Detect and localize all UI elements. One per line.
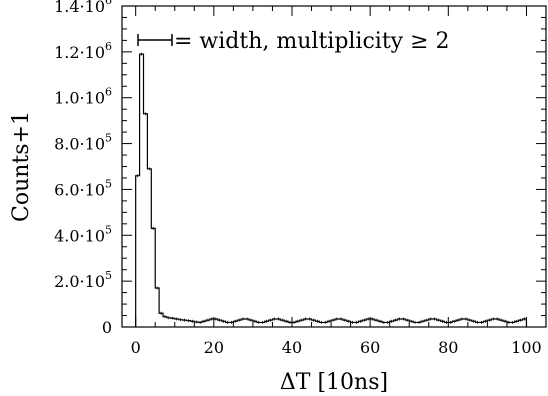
histogram-line bbox=[135, 53, 528, 327]
y-tick-label: 1.0·106 bbox=[54, 86, 112, 108]
x-tick-label: 60 bbox=[360, 338, 380, 357]
plot-frame bbox=[121, 5, 547, 328]
y-axis-label: Counts+1 bbox=[9, 111, 34, 222]
y-tick-label: 0 bbox=[102, 318, 112, 337]
x-tick-label: 20 bbox=[204, 338, 224, 357]
legend-errorbar-icon bbox=[137, 34, 173, 46]
x-axis-ticks: 0 20 40 60 80 100 bbox=[131, 6, 547, 357]
y-tick-label: 1.2·106 bbox=[54, 40, 112, 62]
x-axis-label: ΔT [10ns] bbox=[280, 370, 388, 395]
y-tick-label: 1.4·106 bbox=[54, 0, 112, 16]
plot-area-border bbox=[121, 5, 547, 328]
x-tick-label: 100 bbox=[511, 338, 542, 357]
x-tick-label: 80 bbox=[438, 338, 458, 357]
y-tick-label: 6.0·105 bbox=[54, 177, 112, 199]
y-tick-label: 2.0·105 bbox=[54, 269, 112, 291]
legend-text: = width, multiplicity ≥ 2 bbox=[174, 29, 450, 54]
histogram-layer bbox=[135, 52, 528, 327]
y-tick-label: 8.0·105 bbox=[54, 132, 112, 154]
x-tick-label: 40 bbox=[282, 338, 302, 357]
x-tick-label: 0 bbox=[131, 338, 141, 357]
legend: = width, multiplicity ≥ 2 bbox=[137, 29, 450, 54]
y-tick-label: 4.0·105 bbox=[54, 223, 112, 245]
y-axis-ticks: 0 2.0·105 4.0·105 6.0·105 8.0·105 1.0·106 1.2·… bbox=[54, 0, 546, 337]
